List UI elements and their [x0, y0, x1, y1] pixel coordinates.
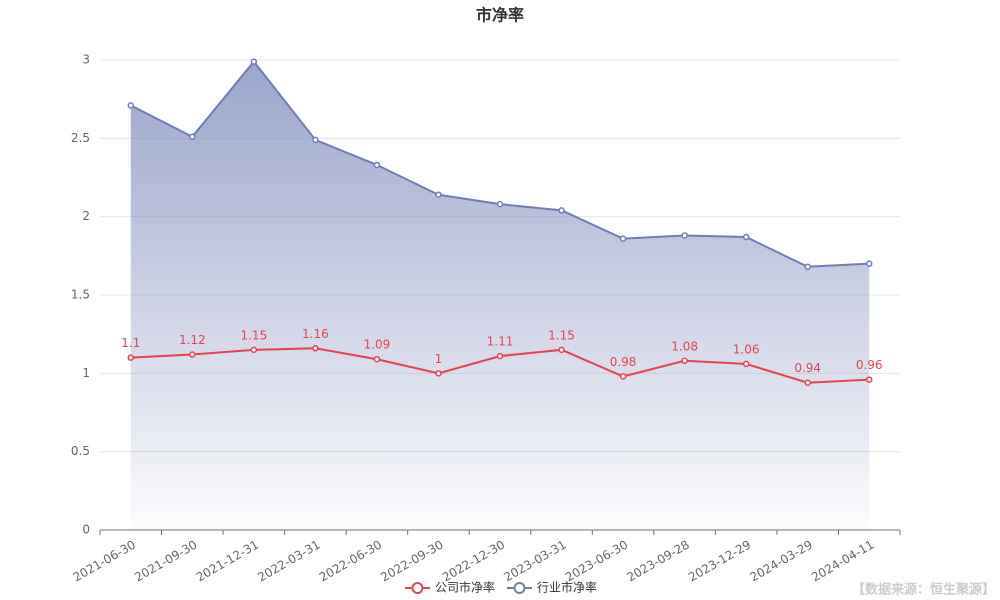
- legend-label: 行业市净率: [537, 580, 597, 595]
- x-tick-label: 2023-09-28: [624, 538, 691, 585]
- point: [681, 232, 688, 239]
- y-tick-label: 0.5: [71, 444, 90, 458]
- data-label: 1.15: [548, 328, 575, 342]
- x-tick-label: 2021-09-30: [132, 538, 199, 585]
- x-tick-label: 2022-12-30: [440, 538, 507, 585]
- point: [312, 345, 319, 352]
- point: [373, 161, 381, 169]
- data-label: 1.15: [240, 328, 267, 342]
- point: [250, 346, 258, 354]
- point: [558, 346, 565, 354]
- point: [619, 373, 627, 380]
- point: [742, 360, 750, 368]
- point: [865, 376, 873, 383]
- data-label: 1.08: [671, 339, 698, 353]
- x-tick-label: 2022-09-30: [378, 538, 445, 585]
- data-label: 1.11: [487, 335, 514, 349]
- point: [742, 233, 750, 241]
- point: [435, 370, 442, 377]
- data-label: 0.98: [610, 355, 637, 369]
- point: [865, 260, 873, 267]
- point: [804, 263, 811, 271]
- y-tick-label: 3: [82, 53, 90, 67]
- point: [312, 136, 319, 144]
- data-label: 1: [435, 352, 443, 366]
- y-tick-label: 2: [82, 209, 90, 223]
- point: [558, 207, 565, 214]
- point: [681, 357, 688, 365]
- data-label: 0.96: [856, 358, 883, 372]
- data-label: 1.16: [302, 327, 329, 341]
- point: [435, 191, 442, 198]
- point: [189, 351, 196, 358]
- y-tick-label: 1.5: [71, 288, 90, 302]
- x-tick-label: 2022-06-30: [317, 538, 384, 585]
- x-tick-label: 2024-04-11: [809, 538, 876, 585]
- point: [496, 200, 504, 208]
- source-note: 【数据来源：恒生聚源】: [852, 582, 995, 598]
- chart-title: 市净率: [476, 6, 524, 25]
- point: [496, 352, 504, 360]
- data-label: 0.94: [794, 361, 821, 375]
- data-label: 1.1: [121, 336, 140, 350]
- point: [804, 379, 811, 386]
- x-tick-label: 2023-06-30: [563, 538, 630, 585]
- x-tick-label: 2023-12-29: [686, 538, 753, 585]
- y-tick-label: 1: [82, 366, 90, 380]
- y-tick-label: 2.5: [71, 131, 90, 145]
- data-label: 1.06: [733, 342, 760, 356]
- point: [619, 235, 627, 242]
- point: [373, 355, 381, 363]
- legend-marker: [411, 582, 424, 594]
- x-tick-label: 2024-03-29: [748, 538, 815, 585]
- point: [127, 102, 135, 109]
- point: [127, 354, 135, 361]
- data-label: 1.12: [179, 333, 206, 347]
- legend-marker: [513, 582, 526, 594]
- y-tick-label: 0: [82, 523, 90, 537]
- area: [130, 61, 870, 531]
- x-tick-label: 2022-03-31: [255, 538, 322, 585]
- x-tick-label: 2023-03-31: [501, 538, 568, 585]
- data-label: 1.09: [364, 338, 391, 352]
- point: [250, 58, 258, 65]
- x-tick-label: 2021-12-31: [194, 538, 261, 585]
- x-tick-label: 2021-06-30: [71, 538, 138, 585]
- legend-label: 公司市净率: [435, 580, 495, 595]
- point: [189, 133, 196, 141]
